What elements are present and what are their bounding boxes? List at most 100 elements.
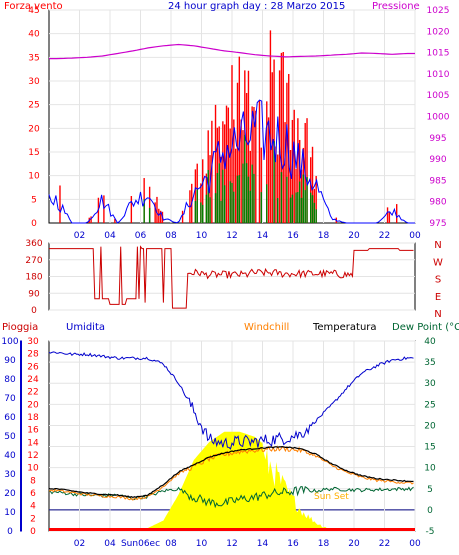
legend-dewpoint: Dew Point (°C: [392, 322, 459, 333]
compass-label: W: [433, 257, 443, 268]
humidity-y-tick-label: 30: [4, 470, 16, 480]
direction-y-tick-label: 180: [25, 273, 42, 283]
meteo-x-tick-label: 08: [165, 539, 177, 549]
temperature-y-tick-label: 25: [424, 400, 435, 410]
humidity-y-tick-label: 90: [4, 356, 16, 366]
direction-y-tick-label: 0: [31, 306, 37, 316]
legend-temperature: Temperatura: [312, 322, 377, 333]
wind-x-tick-label: 22: [379, 231, 390, 241]
meteo-x-tick-label: Sun06ec: [121, 539, 160, 549]
direction-y-tick-label: 360: [25, 239, 42, 249]
wind-x-tick-label: 14: [257, 231, 269, 241]
meteo-x-tick-label: 12: [226, 539, 237, 549]
meteo-x-tick-label: 22: [379, 539, 390, 549]
temperature-y-tick-label: 5: [427, 485, 433, 495]
wind-y-tick-label: 40: [28, 30, 40, 40]
wind-x-tick-label: 04: [104, 231, 116, 241]
pressure-y-tick-label: 1000: [427, 113, 450, 123]
rain-y-tick-label: 26: [27, 362, 39, 372]
wind-x-tick-label: 12: [226, 231, 237, 241]
humidity-y-tick-label: 80: [4, 375, 16, 385]
meteo-x-tick-label: 18: [318, 539, 330, 549]
pressure-y-tick-label: 975: [429, 219, 446, 229]
wind-y-tick-label: 5: [31, 195, 37, 205]
wind-x-tick-label: 16: [287, 231, 299, 241]
pressure-y-tick-label: 995: [429, 134, 446, 144]
legend-humidity: Umidita: [66, 322, 105, 333]
pressure-y-tick-label: 985: [429, 176, 446, 186]
legend-rain: Pioggia: [2, 322, 38, 333]
humidity-y-tick-label: 70: [4, 394, 16, 404]
rain-y-tick-label: 6: [30, 489, 36, 499]
meteo-x-tick-label: 02: [74, 539, 85, 549]
wind-y-tick-label: 15: [28, 148, 39, 158]
direction-y-tick-label: 90: [28, 289, 40, 299]
rain-y-tick-label: 0: [30, 527, 36, 537]
wind-x-tick-label: 20: [348, 231, 360, 241]
temperature-y-tick-label: 40: [424, 337, 436, 347]
humidity-y-tick-label: 0: [7, 527, 13, 537]
temperature-y-tick-label: 20: [424, 421, 436, 431]
rain-y-tick-label: 2: [30, 514, 36, 524]
graph-title: 24 hour graph day : 28 Marzo 2015: [168, 1, 345, 12]
meteo-x-tick-label: 16: [287, 539, 299, 549]
compass-label: N: [434, 309, 441, 320]
rain-y-tick-label: 8: [30, 476, 36, 486]
rain-y-tick-label: 22: [27, 388, 38, 398]
rain-y-tick-label: 4: [30, 502, 36, 512]
humidity-y-tick-label: 40: [4, 451, 16, 461]
pressure-y-tick-label: 1015: [427, 49, 450, 59]
humidity-y-tick-label: 20: [4, 489, 16, 499]
sunset-label: Sun Set: [314, 492, 349, 502]
wind-direction-line: [49, 245, 414, 309]
compass-label: S: [435, 275, 441, 286]
wind-x-tick-label: 06: [135, 231, 147, 241]
wind-y-tick-label: 35: [28, 53, 39, 63]
wind-y-tick-label: 10: [28, 172, 40, 182]
pressure-y-tick-label: 1025: [427, 6, 450, 16]
humidity-y-tick-label: 10: [4, 508, 16, 518]
humidity-y-tick-label: 50: [4, 432, 16, 442]
wind-y-tick-label: 30: [28, 77, 40, 87]
pressure-y-tick-label: 990: [429, 155, 446, 165]
temperature-line: [48, 445, 414, 499]
meteo-x-tick-label: 20: [348, 539, 360, 549]
rain-y-tick-label: 24: [27, 375, 39, 385]
humidity-line: [48, 351, 414, 450]
humidity-y-tick-label: 60: [4, 413, 16, 423]
pressure-y-tick-label: 1010: [427, 70, 450, 80]
rain-y-tick-label: 28: [27, 350, 39, 360]
pressure-y-tick-label: 980: [429, 198, 446, 208]
wind-x-tick-label: 00: [409, 231, 421, 241]
windchill-line: [48, 445, 414, 501]
meteo-x-tick-label: 00: [409, 539, 421, 549]
wind-x-tick-label: 08: [165, 231, 177, 241]
rain-y-tick-label: 12: [27, 451, 38, 461]
pressure-label: Pressione: [372, 1, 420, 12]
temperature-y-tick-label: 0: [427, 506, 433, 516]
pressure-y-tick-label: 1020: [427, 27, 450, 37]
wind-average-line: [48, 99, 415, 224]
meteo-x-tick-label: 04: [104, 539, 116, 549]
wind-x-tick-label: 10: [196, 231, 208, 241]
rain-y-tick-label: 20: [27, 400, 39, 410]
wind-y-tick-label: 20: [28, 124, 40, 134]
wind-y-tick-label: 25: [28, 101, 39, 111]
direction-y-tick-label: 270: [25, 256, 42, 266]
meteo-x-tick-label: 14: [257, 539, 269, 549]
temperature-y-tick-label: 10: [424, 464, 436, 474]
rain-y-tick-label: 16: [27, 426, 39, 436]
temperature-y-tick-label: 15: [424, 443, 435, 453]
humidity-y-tick-label: 100: [1, 337, 18, 347]
temperature-y-tick-label: 35: [424, 358, 435, 368]
rain-y-tick-label: 30: [27, 337, 39, 347]
rain-y-tick-label: 14: [27, 438, 39, 448]
wind-y-tick-label: 45: [28, 6, 39, 16]
temperature-y-tick-label: 30: [424, 379, 436, 389]
temperature-y-tick-label: -5: [426, 527, 435, 537]
pressure-line: [49, 43, 415, 60]
legend-windchill: Windchill: [244, 322, 289, 333]
rain-y-tick-label: 10: [27, 464, 39, 474]
wind-x-tick-label: 18: [318, 231, 330, 241]
